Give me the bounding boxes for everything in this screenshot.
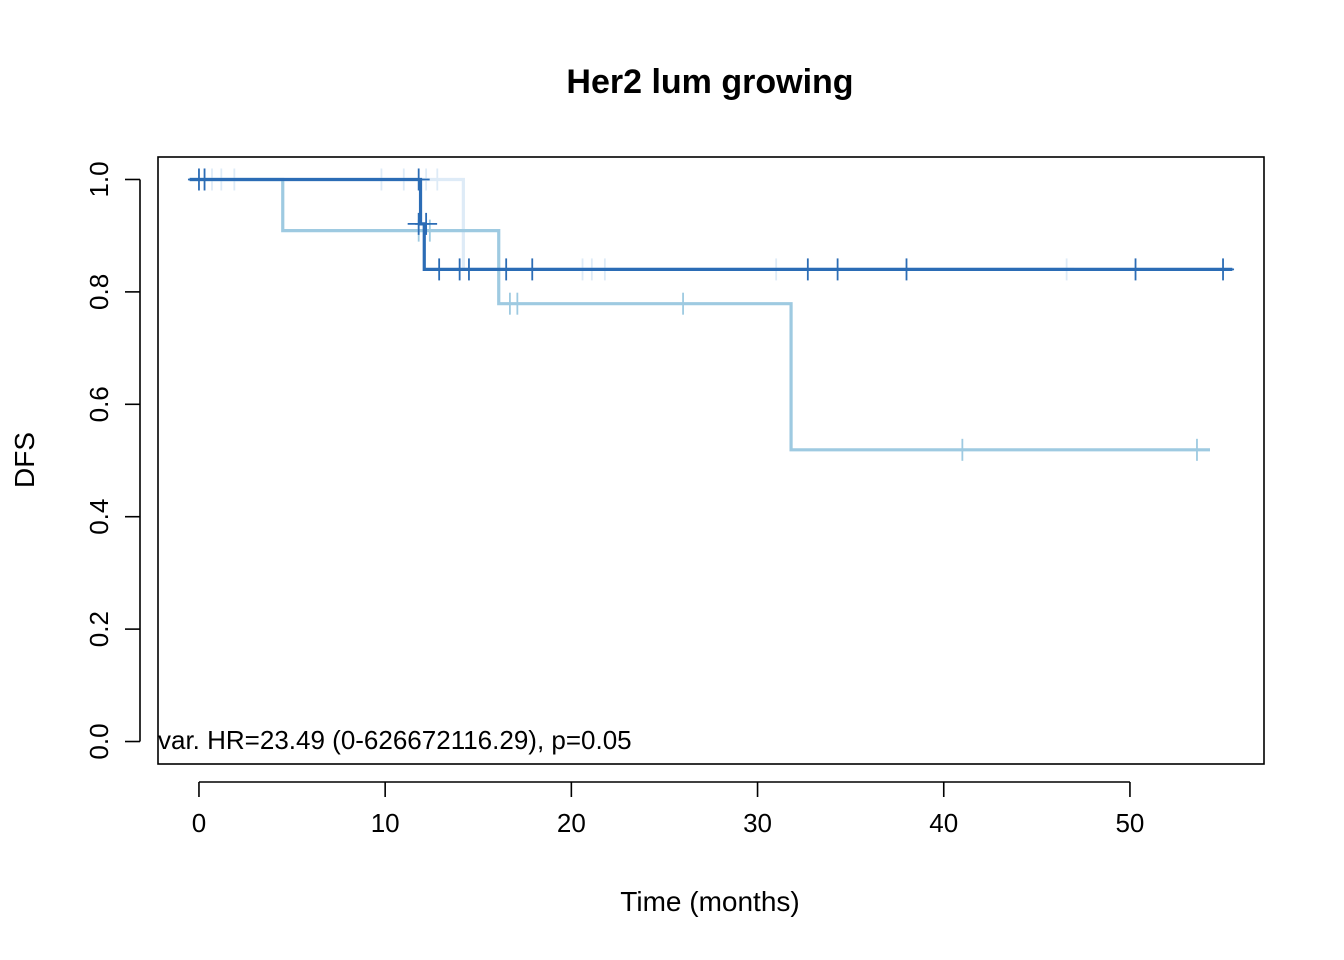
x-axis-label: Time (months) [620, 886, 799, 917]
y-tick-label: 0.8 [84, 274, 114, 310]
y-tick-label: 0.4 [84, 499, 114, 535]
km-curve [189, 177, 1075, 272]
x-tick-label: 20 [557, 808, 586, 838]
km-series-3 [187, 168, 1235, 281]
survival-curves [187, 168, 1235, 461]
y-axis-label: DFS [9, 432, 40, 488]
x-tick-label: 0 [192, 808, 206, 838]
y-tick-label: 1.0 [84, 161, 114, 197]
y-tick-label: 0.2 [84, 611, 114, 647]
y-axis: 0.0 0.2 0.4 0.6 0.8 1.0 [84, 161, 141, 760]
plot-frame [157, 156, 1265, 765]
x-tick-label: 40 [929, 808, 958, 838]
km-curve [189, 177, 1233, 272]
x-tick-label: 30 [743, 808, 772, 838]
km-series-2 [189, 177, 1210, 461]
km-series-1 [189, 168, 1078, 281]
x-tick-label: 10 [371, 808, 400, 838]
km-curve [189, 177, 1210, 452]
y-tick-label: 0.6 [84, 386, 114, 422]
x-tick-label: 50 [1115, 808, 1144, 838]
x-axis: 0 10 20 30 40 50 [192, 781, 1144, 838]
y-tick-label: 0.0 [84, 723, 114, 759]
hr-annotation: var. HR=23.49 (0-626672116.29), p=0.05 [158, 725, 632, 755]
chart-title: Her2 lum growing [566, 63, 853, 101]
